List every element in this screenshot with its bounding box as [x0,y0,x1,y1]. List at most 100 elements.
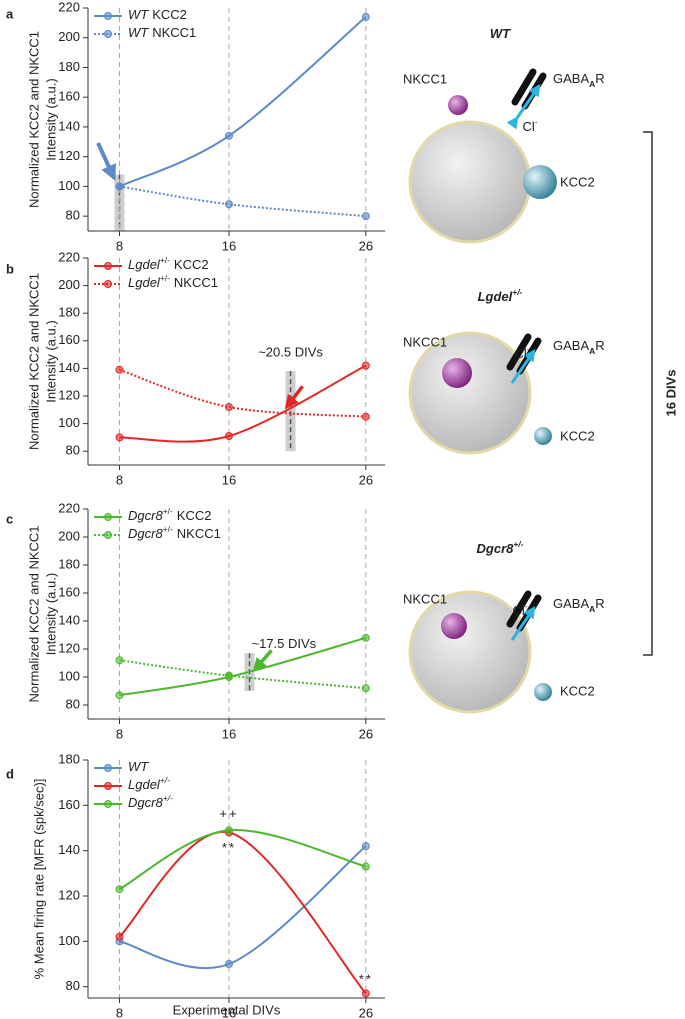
kcc2-transporter [534,427,552,445]
data-point [115,885,124,894]
receptor-label-part: GABA [553,338,589,353]
y-tick-label: 180 [58,305,80,320]
legend-marker [104,531,112,539]
y-axis-label: Intensity (a.u.) [43,573,58,655]
data-point [224,960,233,968]
cell [408,331,532,455]
x-tick-label: 8 [116,472,123,487]
y-tick-label: 100 [58,933,80,948]
significance-mark: ** [359,971,373,986]
kcc2-label: KCC2 [560,683,595,698]
significance-mark: ++ [219,806,238,821]
legend-marker [104,12,112,20]
legend-label-part: WT [128,25,149,40]
nkcc1-transporter [441,613,467,639]
legend-label-part: WT [128,759,149,774]
legend-label-part: NKCC1 [177,526,221,541]
y-tick-label: 120 [58,148,80,163]
x-tick-label: 8 [116,726,123,741]
bracket [643,131,653,656]
legend-label-part: WT [128,7,149,22]
nkcc1-label: NKCC1 [403,591,447,606]
data-point [115,433,124,442]
ion-label-part: - [535,117,538,127]
x-tick-label: 26 [359,1005,373,1019]
y-tick-label: 220 [58,249,80,264]
legend-label-part: +/- [163,524,173,534]
legend-label-part: KCC2 [174,257,209,272]
legend-marker [104,782,112,790]
series-line [119,16,367,188]
panel-letter: b [6,261,14,276]
series-line [119,185,366,218]
receptor-label-part: R [595,338,604,353]
legend-label-part: +/- [160,775,170,785]
data-point [361,684,370,693]
significance-mark: ** [222,840,236,855]
y-tick-label: 160 [58,89,80,104]
legend-label: WT [128,759,149,774]
x-axis-label: Experimental DIVs [173,1002,281,1017]
data-point [115,365,124,374]
x-tick-label: 16 [222,1005,236,1019]
x-tick-label: 8 [116,1005,123,1019]
legend-label: Dgcr8+/- NKCC1 [128,524,221,541]
y-tick-label: 180 [58,59,80,74]
kcc2-label: KCC2 [560,428,595,443]
y-tick-label: 80 [66,978,80,993]
data-point [224,671,233,680]
y-axis-label: Normalized KCC2 and NKCC1 [26,525,41,702]
cell-title-part: +/- [513,539,523,549]
data-point [224,200,233,209]
cell-title-part: Dgcr8 [477,541,515,556]
y-tick-label: 200 [58,277,80,292]
series-line [119,659,366,690]
receptor-label-part: R [595,71,604,86]
x-tick-label: 16 [222,472,236,487]
y-tick-label: 160 [58,584,80,599]
data-point [224,826,233,835]
x-tick-label: 16 [222,238,236,253]
legend-marker [104,800,112,808]
y-tick-label: 160 [58,797,80,812]
cell-title-part: +/- [512,287,522,297]
data-point [361,842,370,851]
x-tick-label: 16 [222,726,236,741]
y-tick-label: 140 [58,360,80,375]
ion-label-part: Cl [514,346,526,361]
y-axis-label: Normalized KCC2 and NKCC1 [26,273,41,450]
x-tick-label: 26 [359,472,373,487]
y-tick-label: 160 [58,332,80,347]
cell [408,590,532,714]
legend-label-part: +/- [163,506,173,516]
legend-label-part: +/- [160,255,170,265]
ion-label: Cl- [522,117,537,134]
data-point [361,989,370,998]
legend-label: Dgcr8+/- [128,793,173,810]
data-point [224,403,233,412]
data-point [361,633,370,642]
data-point [224,432,233,441]
legend-marker [104,262,112,270]
legend-marker [104,280,112,288]
series-line [119,364,367,443]
legend-marker [104,513,112,521]
ion-label: Cl- [512,601,527,618]
y-tick-label: 220 [58,0,80,14]
chloride-arrow [506,84,541,130]
data-point [115,691,124,700]
ion-label-part: - [527,344,530,354]
data-point [361,862,370,871]
data-point [361,412,370,421]
y-tick-label: 80 [66,443,80,458]
cell-title-part: WT [490,26,511,41]
legend-label-part: +/- [163,793,173,803]
arrow [284,385,304,410]
legend-label: Lgdel+/- KCC2 [128,255,209,272]
y-tick-label: 80 [66,696,80,711]
legend-label-part: +/- [160,273,170,283]
panel-letter: a [6,6,14,21]
panel-letter: c [6,511,13,526]
data-point [115,932,124,941]
legend-label-part: Dgcr8 [128,795,163,810]
